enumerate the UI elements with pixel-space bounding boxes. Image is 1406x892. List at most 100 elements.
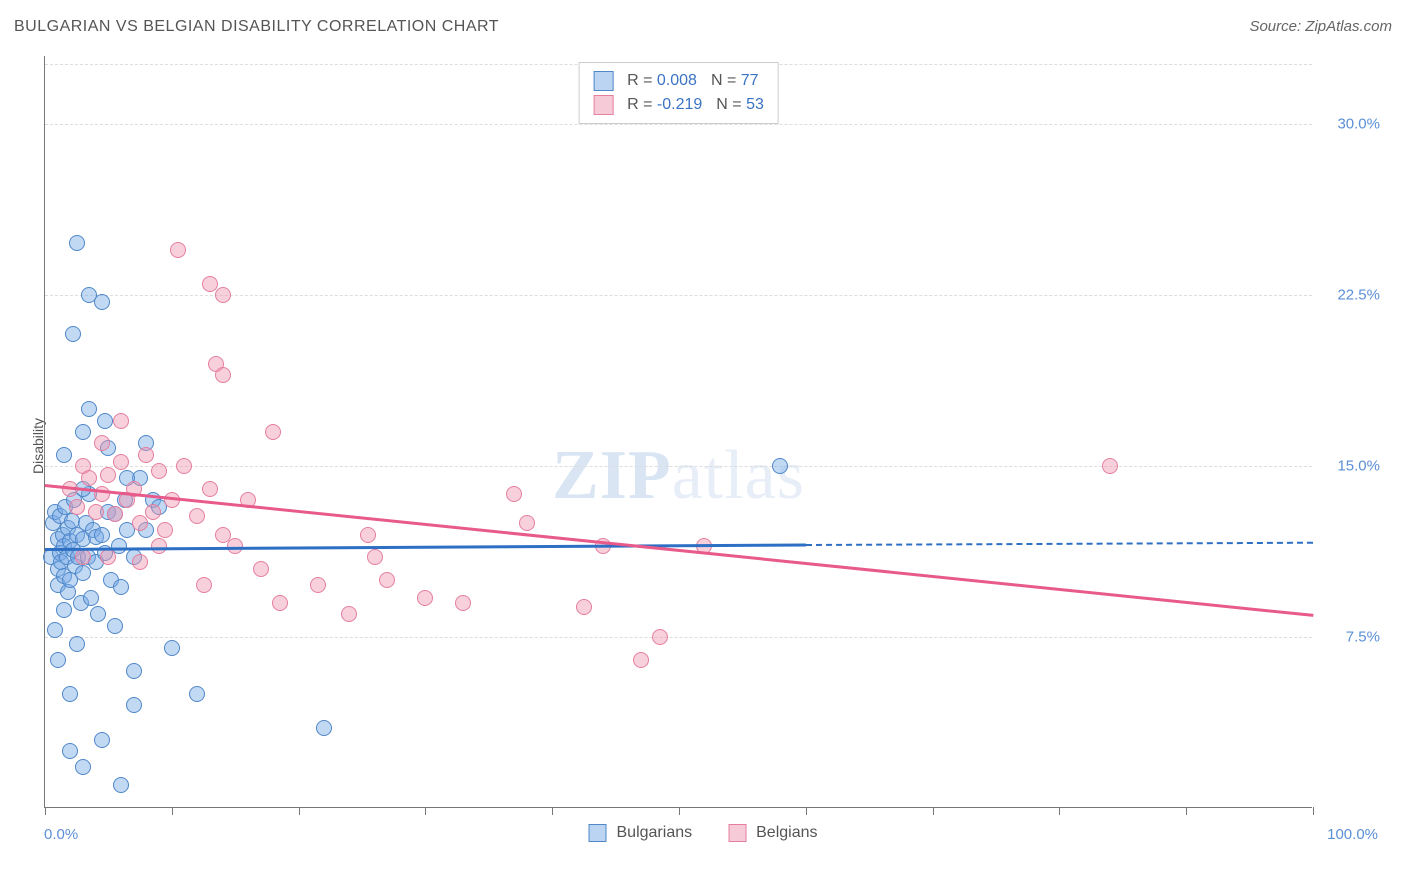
data-point <box>88 504 104 520</box>
data-point <box>56 602 72 618</box>
data-point <box>379 572 395 588</box>
data-point <box>506 486 522 502</box>
x-tick <box>552 807 553 815</box>
data-point <box>360 527 376 543</box>
data-point <box>107 506 123 522</box>
data-point <box>94 435 110 451</box>
x-tick <box>425 807 426 815</box>
data-point <box>272 595 288 611</box>
x-tick <box>1059 807 1060 815</box>
data-point <box>94 732 110 748</box>
chart-title: BULGARIAN VS BELGIAN DISABILITY CORRELAT… <box>14 18 499 35</box>
data-point <box>196 577 212 593</box>
data-point <box>94 486 110 502</box>
x-tick <box>45 807 46 815</box>
data-point <box>519 515 535 531</box>
gridline <box>45 466 1312 467</box>
data-point <box>100 549 116 565</box>
data-point <box>316 720 332 736</box>
x-tick <box>933 807 934 815</box>
y-tick-label: 15.0% <box>1337 458 1380 475</box>
trend-line <box>806 541 1313 545</box>
data-point <box>62 743 78 759</box>
data-point <box>113 454 129 470</box>
legend-stats: R = 0.008 N = 77 R = -0.219 N = 53 <box>578 62 779 124</box>
data-point <box>75 759 91 775</box>
data-point <box>189 508 205 524</box>
data-point <box>113 777 129 793</box>
x-axis-min-label: 0.0% <box>44 826 78 843</box>
data-point <box>189 686 205 702</box>
swatch-pink-icon <box>593 95 613 115</box>
data-point <box>65 326 81 342</box>
data-point <box>455 595 471 611</box>
data-point <box>75 424 91 440</box>
y-tick-label: 30.0% <box>1337 116 1380 133</box>
data-point <box>94 294 110 310</box>
data-point <box>113 579 129 595</box>
data-point <box>633 652 649 668</box>
data-point <box>176 458 192 474</box>
data-point <box>367 549 383 565</box>
data-point <box>69 636 85 652</box>
x-tick <box>1313 807 1314 815</box>
legend-item-bulgarians: Bulgarians <box>589 824 693 842</box>
data-point <box>113 413 129 429</box>
data-point <box>138 447 154 463</box>
data-point <box>151 538 167 554</box>
data-point <box>94 527 110 543</box>
data-point <box>157 522 173 538</box>
data-point <box>341 606 357 622</box>
data-point <box>132 554 148 570</box>
data-point <box>90 606 106 622</box>
data-point <box>75 565 91 581</box>
x-tick <box>806 807 807 815</box>
swatch-pink-icon <box>728 824 746 842</box>
data-point <box>164 492 180 508</box>
data-point <box>576 599 592 615</box>
data-point <box>81 401 97 417</box>
data-point <box>1102 458 1118 474</box>
data-point <box>62 686 78 702</box>
gridline <box>45 295 1312 296</box>
data-point <box>83 590 99 606</box>
data-point <box>310 577 326 593</box>
plot-area: ZIPatlas R = 0.008 N = 77 R = -0.219 N =… <box>44 56 1312 808</box>
data-point <box>151 463 167 479</box>
data-point <box>215 367 231 383</box>
legend-item-belgians: Belgians <box>728 824 817 842</box>
data-point <box>69 499 85 515</box>
swatch-blue-icon <box>593 71 613 91</box>
data-point <box>47 622 63 638</box>
data-point <box>75 549 91 565</box>
data-point <box>215 287 231 303</box>
data-point <box>107 618 123 634</box>
data-point <box>772 458 788 474</box>
source-label: Source: ZipAtlas.com <box>1249 18 1392 35</box>
data-point <box>265 424 281 440</box>
swatch-blue-icon <box>589 824 607 842</box>
data-point <box>253 561 269 577</box>
data-point <box>56 447 72 463</box>
data-point <box>100 467 116 483</box>
x-axis-max-label: 100.0% <box>1327 826 1378 843</box>
legend-row-bulgarians: R = 0.008 N = 77 <box>593 69 764 93</box>
data-point <box>417 590 433 606</box>
y-tick-label: 7.5% <box>1346 629 1380 646</box>
data-point <box>202 481 218 497</box>
data-point <box>50 652 66 668</box>
legend-row-belgians: R = -0.219 N = 53 <box>593 93 764 117</box>
data-point <box>97 413 113 429</box>
watermark: ZIPatlas <box>552 436 805 516</box>
x-tick <box>679 807 680 815</box>
x-tick <box>299 807 300 815</box>
data-point <box>126 697 142 713</box>
data-point <box>170 242 186 258</box>
data-point <box>132 515 148 531</box>
data-point <box>126 663 142 679</box>
x-tick <box>1186 807 1187 815</box>
data-point <box>164 640 180 656</box>
x-tick <box>172 807 173 815</box>
data-point <box>145 504 161 520</box>
data-point <box>652 629 668 645</box>
